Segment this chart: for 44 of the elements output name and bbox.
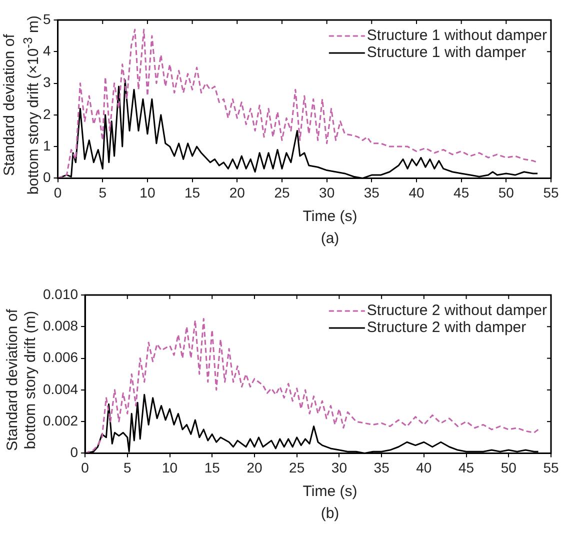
- y-tick-label: 0.004: [42, 380, 78, 397]
- y-tick-label: 3: [42, 74, 51, 90]
- x-axis-title: Time (s): [302, 208, 358, 225]
- x-tick-label: 15: [184, 184, 200, 200]
- y-tick-label: 0: [70, 444, 78, 460]
- x-tick-label: 45: [454, 184, 470, 200]
- x-tick-label: 20: [229, 184, 246, 200]
- legend-label: Structure 1 with damper: [366, 44, 526, 62]
- y-tick-label: 1: [42, 137, 51, 154]
- text: (b): [320, 505, 340, 522]
- x-tick-label: 20: [246, 459, 262, 476]
- x-tick-label: 15: [204, 459, 220, 476]
- y-tick-label: 0.008: [42, 318, 78, 334]
- x-tick-label: 10: [162, 459, 178, 476]
- legend-label: Structure 2 with damper: [366, 319, 526, 336]
- x-tick-label: 50: [498, 184, 514, 200]
- y-tick-label: 2: [42, 106, 51, 122]
- x-tick-label: 0: [81, 459, 90, 476]
- x-tick-label: 45: [458, 459, 474, 476]
- x-tick-label: 50: [500, 459, 517, 476]
- y-axis-title: Standard deviation of bottom story drift (m): [4, 308, 40, 453]
- legend-label: Structure 2 without damper: [366, 302, 548, 320]
- y-tick-label: 5: [42, 10, 51, 27]
- x-tick-label: 25: [289, 459, 305, 476]
- x-tick-label: 30: [331, 459, 348, 476]
- x-tick-label: 55: [543, 184, 559, 200]
- x-tick-label: 30: [319, 184, 335, 200]
- y-tick-label: 4: [42, 42, 51, 58]
- y-tick-label: 0.002: [42, 412, 78, 428]
- x-tick-label: 35: [374, 459, 390, 476]
- x-tick-label: 40: [408, 184, 424, 200]
- x-tick-label: 40: [416, 459, 432, 476]
- text: (a): [320, 230, 340, 247]
- x-tick-label: 5: [98, 184, 107, 200]
- x-tick-label: 25: [274, 184, 290, 200]
- x-tick-label: 5: [123, 459, 132, 476]
- x-tick-label: 55: [543, 459, 559, 476]
- y-tick-label: 0.006: [42, 349, 78, 366]
- legend-label: Structure 1 without damper: [366, 27, 548, 44]
- x-tick-label: 10: [140, 184, 156, 200]
- y-tick-label: 0: [42, 169, 51, 186]
- y-tick-label: 0.010: [42, 286, 78, 302]
- x-tick-label: 35: [364, 184, 380, 200]
- x-axis-title: Time (s): [302, 483, 358, 500]
